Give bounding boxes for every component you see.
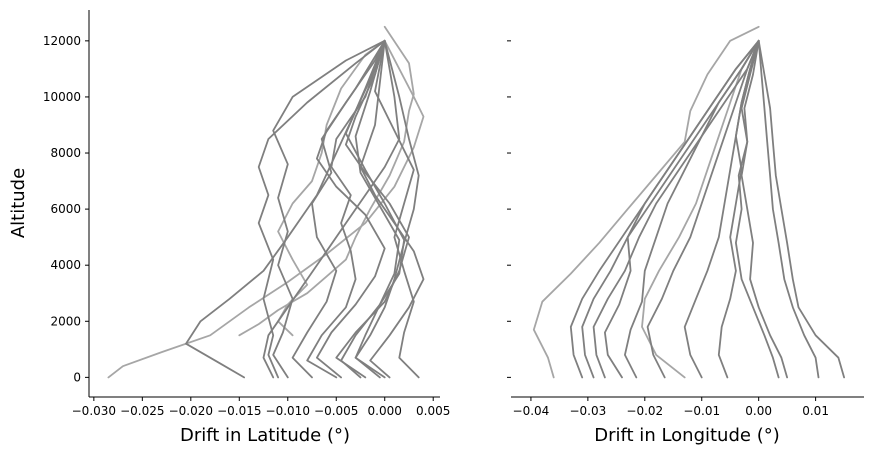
longitude-drift-trace-8 [717, 39, 760, 379]
latitude-x-tick-label: −0.020 [169, 404, 213, 418]
latitude-x-tick-label: −0.015 [217, 404, 261, 418]
longitude-series-layer [532, 25, 845, 379]
longitude-drift-trace-12 [757, 39, 845, 379]
latitude-y-tick-label: 4000 [50, 258, 81, 272]
longitude-x-tick-label: −0.01 [683, 404, 720, 418]
longitude-x-tick-label: 0.00 [745, 404, 772, 418]
longitude-y-ticks [507, 40, 511, 378]
longitude-x-tick-label: 0.01 [802, 404, 829, 418]
latitude-drift-trace-13 [340, 39, 405, 379]
longitude-x-axis-label: Drift in Longitude (°) [594, 425, 779, 446]
longitude-drift-trace-3 [592, 39, 760, 379]
latitude-light-trace-3 [277, 39, 386, 337]
latitude-y-axis-label: Altitude [8, 168, 29, 238]
latitude-drift-trace-4 [272, 39, 386, 379]
longitude-drift-trace-1 [569, 39, 760, 379]
longitude-drift-trace-9 [735, 39, 780, 379]
latitude-drift-trace-9 [374, 39, 420, 379]
latitude-y-ticks: 0 2000 4000 6000 8000 10000 12000 [43, 34, 89, 384]
longitude-drift-trace-10 [740, 39, 788, 379]
longitude-x-ticks: −0.04 −0.03 −0.02 −0.01 0.00 0.01 [513, 397, 829, 418]
longitude-drift-panel: −0.04 −0.03 −0.02 −0.01 0.00 0.01 Drift in Lo… [507, 25, 864, 446]
latitude-drift-trace-12 [354, 39, 401, 379]
longitude-x-tick-label: −0.03 [569, 404, 606, 418]
latitude-y-tick-label: 12000 [43, 34, 81, 48]
longitude-light-trace-2 [641, 39, 760, 379]
latitude-x-ticks: −0.030 −0.025 −0.020 −0.015 −0.010 −0.005 0.00… [72, 397, 450, 418]
latitude-drift-trace-11 [291, 39, 386, 379]
latitude-y-tick-label: 6000 [50, 202, 81, 216]
latitude-drift-trace-3 [257, 39, 386, 379]
latitude-x-tick-label: 0.005 [416, 404, 450, 418]
latitude-drift-panel: −0.030 −0.025 −0.020 −0.015 −0.010 −0.005 0.00… [8, 10, 450, 446]
latitude-y-tick-label: 0 [73, 370, 81, 384]
latitude-y-tick-label: 10000 [43, 90, 81, 104]
latitude-x-tick-label: −0.005 [314, 404, 358, 418]
latitude-x-tick-label: −0.025 [120, 404, 164, 418]
latitude-series-layer [107, 25, 425, 379]
latitude-drift-trace-8 [359, 39, 425, 379]
longitude-drift-trace-6 [646, 39, 760, 379]
latitude-x-tick-label: −0.010 [266, 404, 310, 418]
latitude-drift-trace-5 [306, 39, 386, 379]
longitude-drift-trace-11 [757, 39, 820, 379]
latitude-y-tick-label: 8000 [50, 146, 81, 160]
longitude-light-trace-1 [532, 25, 760, 379]
latitude-light-trace-2 [238, 25, 415, 337]
latitude-y-tick-label: 2000 [50, 314, 81, 328]
longitude-drift-trace-4 [604, 39, 760, 379]
latitude-x-tick-label: 0.000 [368, 404, 402, 418]
latitude-x-axis-label: Drift in Latitude (°) [180, 425, 350, 446]
longitude-x-tick-label: −0.02 [626, 404, 663, 418]
longitude-x-tick-label: −0.04 [513, 404, 550, 418]
latitude-light-trace-1 [107, 39, 425, 379]
latitude-x-tick-label: −0.030 [72, 404, 116, 418]
latitude-drift-trace-2 [262, 39, 401, 379]
longitude-drift-trace-5 [624, 39, 760, 379]
